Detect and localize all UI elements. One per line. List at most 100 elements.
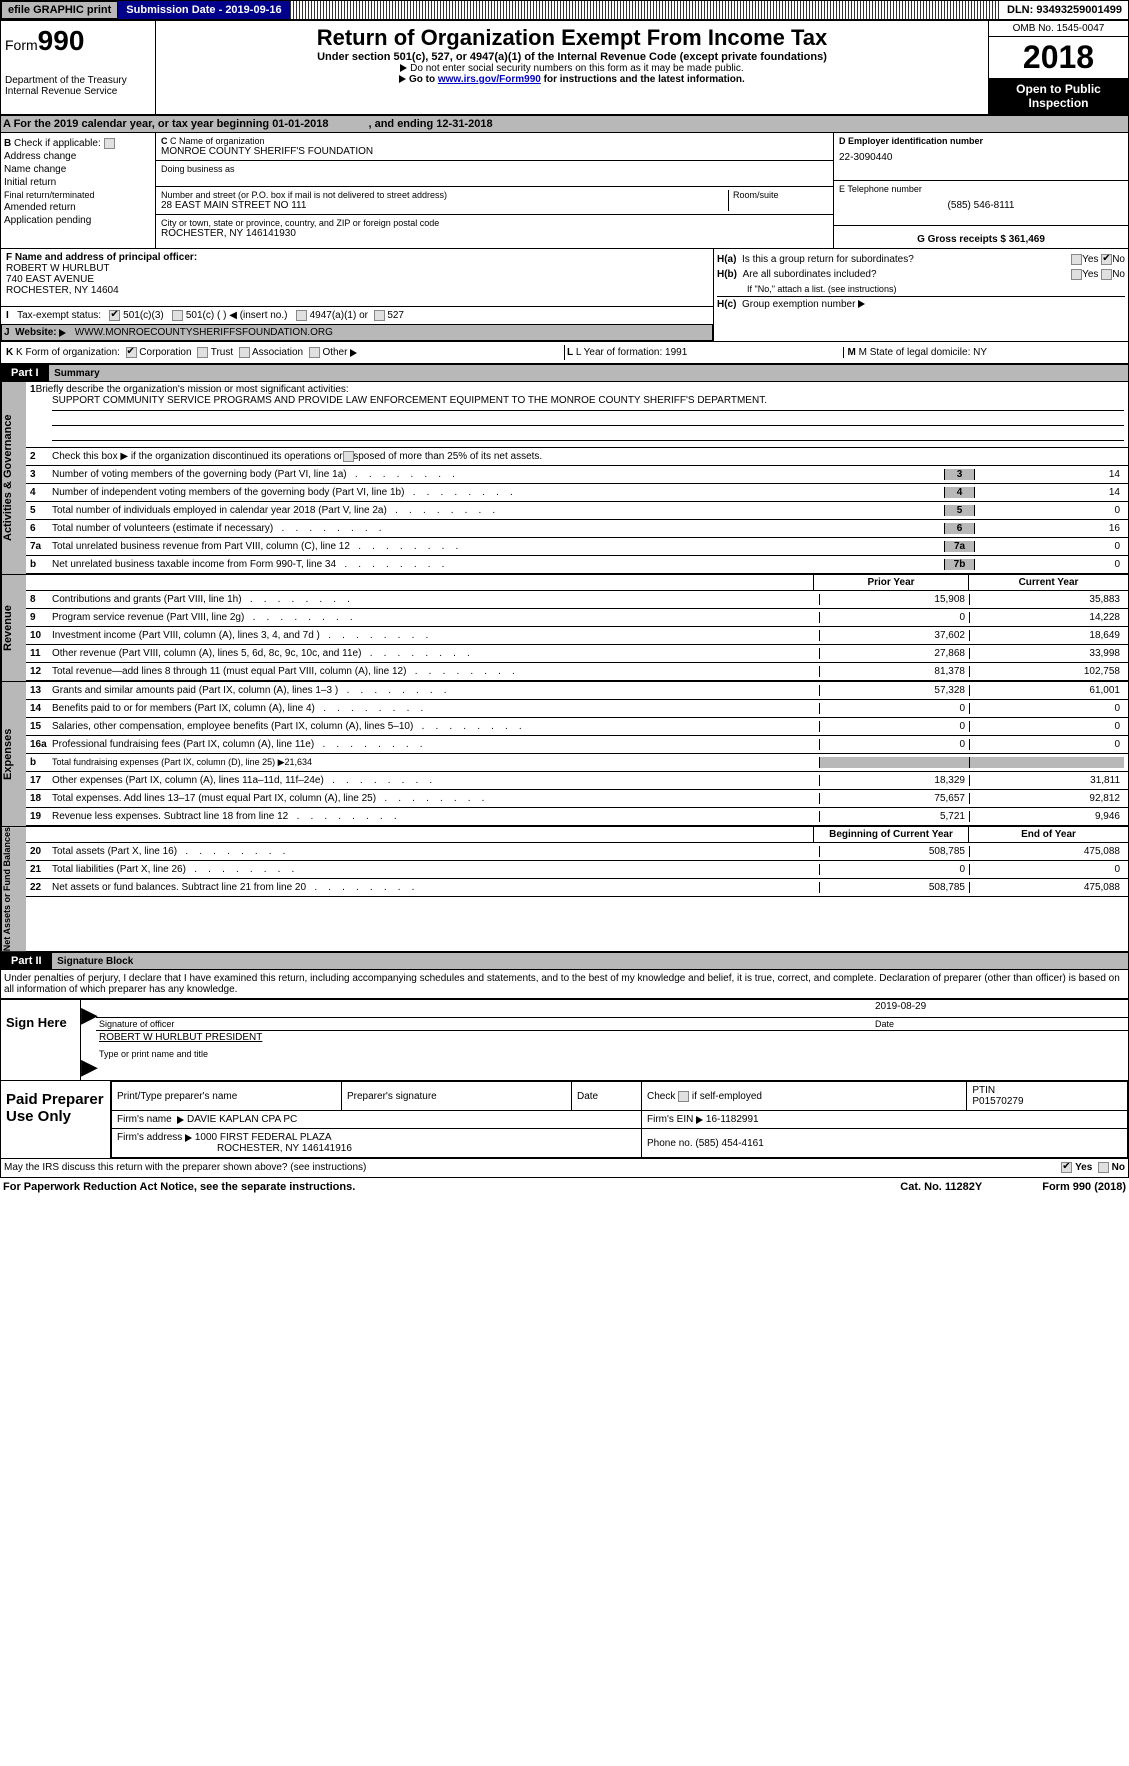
opt-amended: Amended return	[4, 202, 152, 213]
addr-box: Number and street (or P.O. box if mail i…	[156, 187, 833, 215]
vtab-revenue: Revenue	[1, 575, 26, 681]
sig-name-label: Type or print name and title	[96, 1049, 1128, 1059]
k-form-row: K K Form of organization: Corporation Tr…	[0, 342, 1129, 364]
cb-selfemp[interactable]	[678, 1091, 689, 1102]
hc-row: H(c) Group exemption number	[717, 296, 1125, 312]
opt-pending: Application pending	[4, 215, 152, 226]
vtab-netassets: Net Assets or Fund Balances	[1, 827, 26, 951]
cb-discontinued[interactable]	[343, 451, 354, 462]
firm-name-cell: Firm's name DAVIE KAPLAN CPA PC	[112, 1111, 642, 1129]
prep-h2: Preparer's signature	[342, 1082, 572, 1111]
sig-labels-row: Signature of officerDate	[96, 1018, 1128, 1031]
part-ii-bar: Part II Signature Block	[0, 952, 1129, 970]
line-10: 10Investment income (Part VIII, column (…	[26, 627, 1128, 645]
sign-here-label: Sign Here	[1, 1000, 81, 1080]
opt-initial: Initial return	[4, 177, 152, 188]
irs-link[interactable]: www.irs.gov/Form990	[438, 74, 541, 85]
tax-exempt-row: I Tax-exempt status: 501(c)(3) 501(c) ( …	[1, 307, 713, 325]
line-1: 1Briefly describe the organization's mis…	[26, 382, 1128, 448]
k-left: K K Form of organization: Corporation Tr…	[4, 345, 565, 360]
dept-label: Department of the Treasury	[5, 75, 151, 86]
l-year: L L Year of formation: 1991	[567, 347, 843, 358]
footer-mid: Cat. No. 11282Y	[900, 1181, 982, 1193]
section-fij: F Name and address of principal officer:…	[0, 249, 1129, 342]
section-b-right: D Employer identification number 22-3090…	[833, 133, 1128, 248]
line-17: 17Other expenses (Part IX, column (A), l…	[26, 772, 1128, 790]
cb-501c3[interactable]	[109, 310, 120, 321]
line-9: 9Program service revenue (Part VIII, lin…	[26, 609, 1128, 627]
cb-ha-yes[interactable]	[1071, 254, 1082, 265]
cb-4947[interactable]	[296, 310, 307, 321]
line-6: 6Total number of volunteers (estimate if…	[26, 520, 1128, 538]
header-left: Form990 Department of the Treasury Inter…	[1, 21, 156, 114]
paid-preparer-label: Paid Preparer Use Only	[1, 1081, 111, 1158]
checkbox[interactable]	[104, 138, 115, 149]
cb-trust[interactable]	[197, 347, 208, 358]
room-suite: Room/suite	[728, 190, 828, 211]
revenue-section: Revenue Prior YearCurrent Year 8Contribu…	[0, 575, 1129, 682]
dln-label: DLN: 93493259001499	[1001, 2, 1128, 18]
line-12: 12Total revenue—add lines 8 through 11 (…	[26, 663, 1128, 681]
cb-hb-no[interactable]	[1101, 269, 1112, 280]
boy-eoy-hdr: Beginning of Current YearEnd of Year	[26, 827, 1128, 843]
open-inspection: Open to Public Inspection	[989, 78, 1128, 114]
section-b-mid: C C Name of organization MONROE COUNTY S…	[156, 133, 833, 248]
prior-current-hdr: Prior YearCurrent Year	[26, 575, 1128, 591]
line-20: 20Total assets (Part X, line 16)508,7854…	[26, 843, 1128, 861]
city-box: City or town, state or province, country…	[156, 215, 833, 242]
form-title: Return of Organization Exempt From Incom…	[160, 25, 984, 51]
line-11: 11Other revenue (Part VIII, column (A), …	[26, 645, 1128, 663]
line-13: 13Grants and similar amounts paid (Part …	[26, 682, 1128, 700]
cb-501c[interactable]	[172, 310, 183, 321]
tax-year: 2018	[989, 37, 1128, 78]
prep-h3: Date	[572, 1082, 642, 1111]
paid-preparer-block: Paid Preparer Use Only Print/Type prepar…	[0, 1081, 1129, 1159]
cb-hb-yes[interactable]	[1071, 269, 1082, 280]
form-number: Form990	[5, 25, 151, 57]
firm-phone-cell: Phone no. (585) 454-4161	[642, 1129, 1128, 1158]
cb-527[interactable]	[374, 310, 385, 321]
sig-date-row: 2019-08-29	[96, 1000, 1128, 1018]
cb-discuss-no[interactable]	[1098, 1162, 1109, 1173]
vtab-expenses: Expenses	[1, 682, 26, 826]
prep-ptin: PTINP01570279	[967, 1082, 1128, 1111]
check-applicable: B Check if applicable: Address change Na…	[1, 133, 156, 248]
cb-assoc[interactable]	[239, 347, 250, 358]
activities-governance: Activities & Governance 1Briefly describ…	[0, 382, 1129, 575]
k-right: L L Year of formation: 1991 M M State of…	[565, 345, 1125, 360]
cb-ha-no[interactable]	[1101, 254, 1112, 265]
line-16a: 16aProfessional fundraising fees (Part I…	[26, 736, 1128, 754]
spacer-pattern	[290, 1, 1001, 19]
footer-left: For Paperwork Reduction Act Notice, see …	[3, 1181, 355, 1193]
discuss-row: May the IRS discuss this return with the…	[0, 1159, 1129, 1177]
cb-discuss-yes[interactable]	[1061, 1162, 1072, 1173]
section-b: B Check if applicable: Address change Na…	[0, 133, 1129, 249]
part-i-bar: Part I Summary	[0, 364, 1129, 382]
cb-corp[interactable]	[126, 347, 137, 358]
vtab-ag: Activities & Governance	[1, 382, 26, 574]
line-22: 22Net assets or fund balances. Subtract …	[26, 879, 1128, 897]
fij-left: F Name and address of principal officer:…	[1, 249, 713, 341]
efile-button[interactable]: efile GRAPHIC print	[1, 1, 118, 19]
preparer-table: Print/Type preparer's name Preparer's si…	[111, 1081, 1128, 1158]
perjury-note: Under penalties of perjury, I declare th…	[0, 970, 1129, 999]
note1: Do not enter social security numbers on …	[160, 63, 984, 74]
arrow-icon: ▶▶	[81, 1000, 96, 1080]
dba-box: Doing business as	[156, 161, 833, 187]
sign-here-block: Sign Here ▶▶ 2019-08-29 Signature of off…	[0, 999, 1129, 1081]
phone-box: E Telephone number (585) 546-8111	[834, 181, 1128, 226]
ha-row: H(a) Is this a group return for subordin…	[717, 252, 1125, 267]
cb-other[interactable]	[309, 347, 320, 358]
fij-right: H(a) Is this a group return for subordin…	[713, 249, 1128, 341]
header-right: OMB No. 1545-0047 2018 Open to Public In…	[988, 21, 1128, 114]
omb-number: OMB No. 1545-0047	[989, 21, 1128, 37]
prep-selfemp: Check if self-employed	[642, 1082, 967, 1111]
line-16b: bTotal fundraising expenses (Part IX, co…	[26, 754, 1128, 772]
form-header: Form990 Department of the Treasury Inter…	[0, 20, 1129, 115]
line-4: 4Number of independent voting members of…	[26, 484, 1128, 502]
line-2: 2Check this box ▶ if the organization di…	[26, 448, 1128, 466]
m-state: M M State of legal domicile: NY	[843, 347, 1124, 358]
prep-h1: Print/Type preparer's name	[112, 1082, 342, 1111]
footer-right: Form 990 (2018)	[1042, 1181, 1126, 1193]
note2: Go to www.irs.gov/Form990 for instructio…	[160, 74, 984, 85]
